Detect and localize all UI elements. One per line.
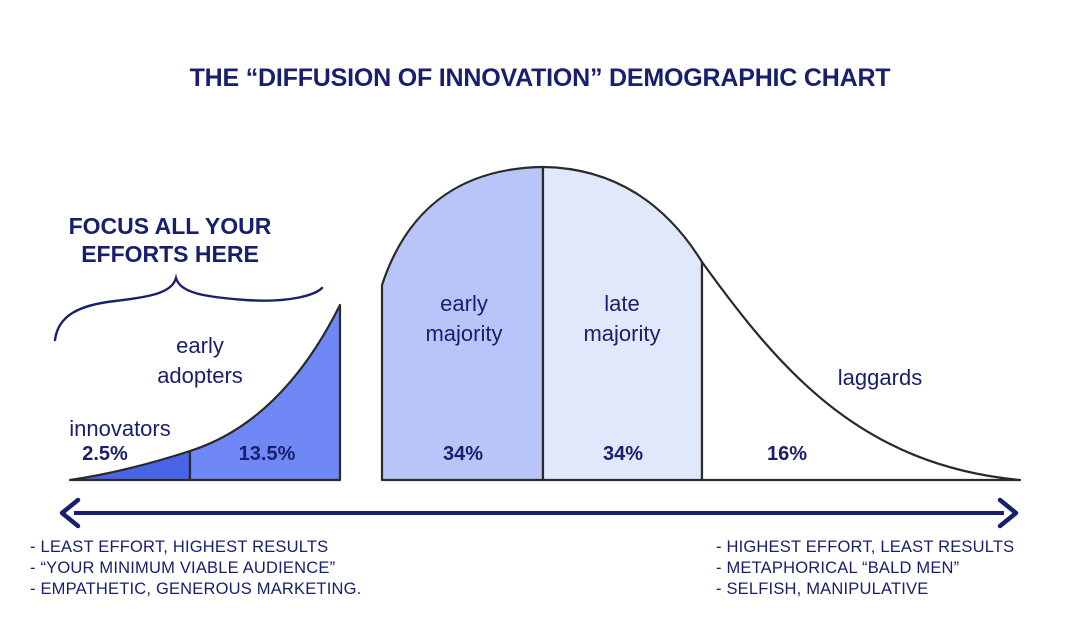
label-early-majority-line2: majority [425, 321, 503, 346]
percent-early-majority: 34% [442, 443, 484, 465]
axis-arrow-right-head [997, 497, 1019, 529]
right-note: - SELFISH, MANIPULATIVE [716, 580, 929, 598]
chart-title: THE “DIFFUSION OF INNOVATION” DEMOGRAPHI… [189, 64, 891, 92]
percent-early-adopters: 13.5% [238, 443, 296, 465]
right-note: - HIGHEST EFFORT, LEAST RESULTS [716, 538, 1015, 556]
axis-arrow-left-head [59, 497, 81, 529]
label-early-majority-line1: early [440, 291, 488, 316]
label-early-adopters-line2: adopters [157, 363, 243, 388]
left-notes: - LEAST EFFORT, HIGHEST RESULTS - “YOUR … [30, 537, 361, 600]
focus-callout-line1: FOCUS ALL YOUR [68, 213, 272, 239]
left-note: - EMPATHETIC, GENEROUS MARKETING. [30, 580, 362, 598]
percent-laggards: 16% [766, 443, 808, 465]
percent-innovators: 2.5% [82, 443, 128, 465]
label-laggards: laggards [805, 363, 955, 393]
label-late-majority: late majority [546, 289, 698, 349]
focus-callout-line2: EFFORTS HERE [81, 241, 259, 267]
label-laggards-line1: laggards [837, 365, 923, 390]
focus-brace [53, 273, 324, 342]
label-early-majority: early majority [388, 289, 540, 349]
segment-early-adopters-area [188, 303, 342, 482]
label-late-majority-line1: late [604, 291, 640, 316]
label-innovators-line1: innovators [69, 416, 171, 441]
right-note: - METAPHORICAL “BALD MEN” [716, 559, 960, 577]
label-late-majority-line2: majority [583, 321, 661, 346]
label-early-adopters: early adopters [125, 331, 275, 391]
segment-laggards-area [700, 260, 1022, 482]
percent-late-majority: 34% [602, 443, 644, 465]
focus-callout: FOCUS ALL YOUR EFFORTS HERE [40, 212, 300, 268]
right-notes: - HIGHEST EFFORT, LEAST RESULTS - METAPH… [716, 537, 1014, 600]
segment-late-majority-area [541, 165, 704, 482]
label-early-adopters-line1: early [176, 333, 224, 358]
left-note: - “YOUR MINIMUM VIABLE AUDIENCE” [30, 559, 336, 577]
left-note: - LEAST EFFORT, HIGHEST RESULTS [30, 538, 329, 556]
label-innovators: innovators [45, 414, 195, 444]
segment-early-majority-area [380, 165, 545, 482]
